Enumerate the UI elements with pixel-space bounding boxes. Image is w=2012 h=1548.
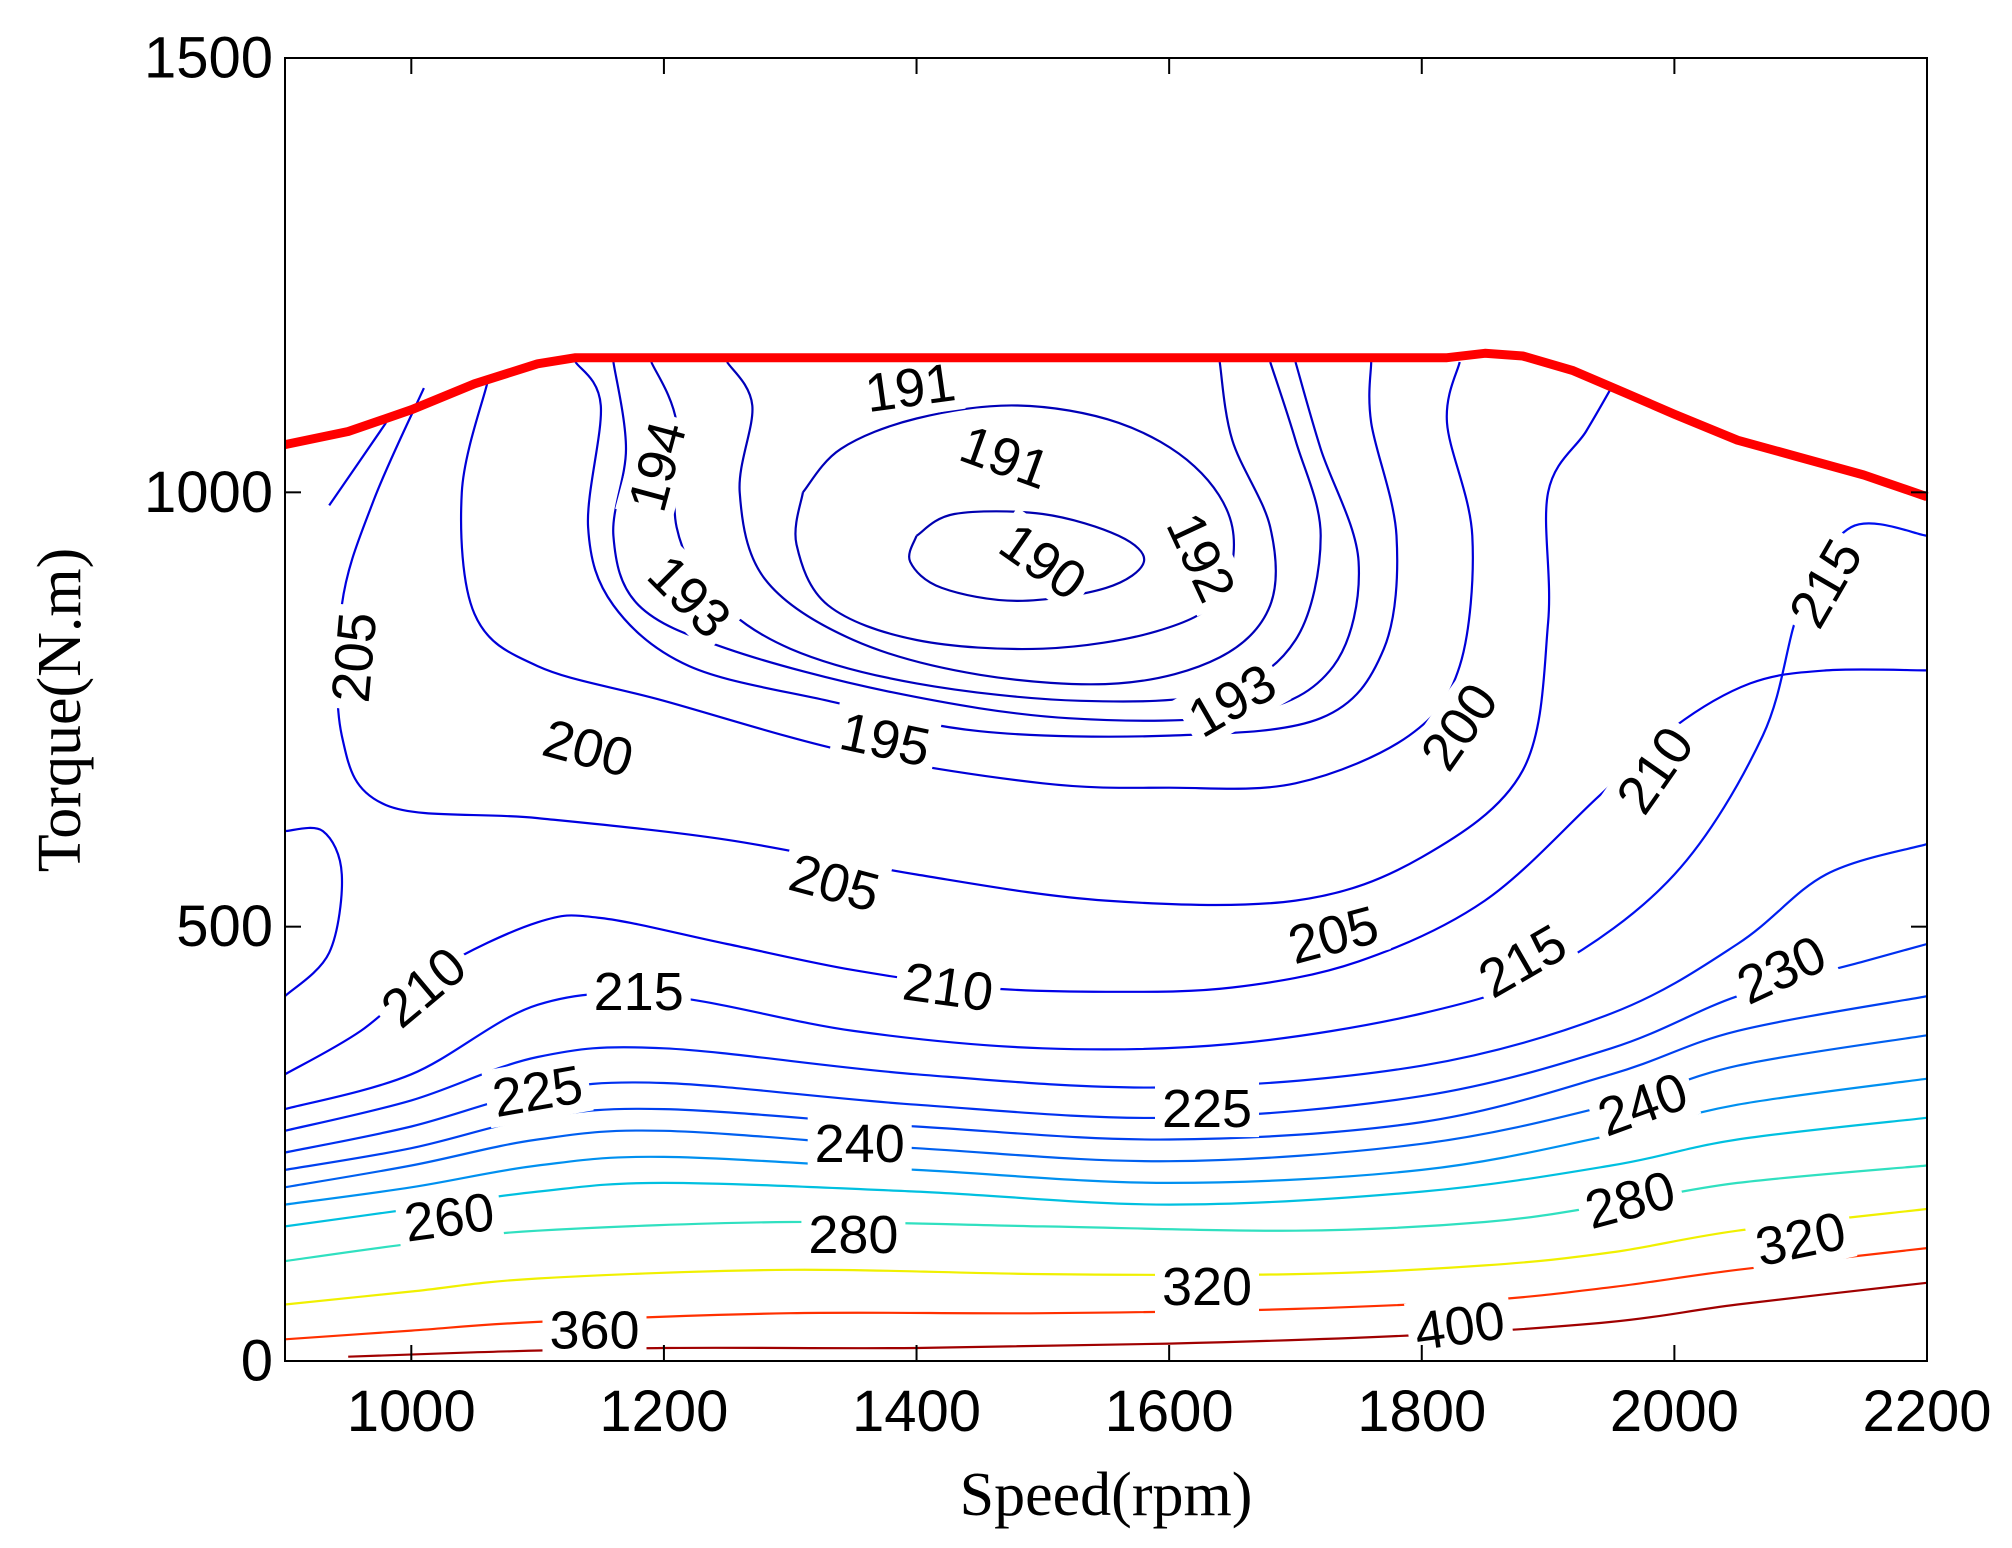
contour-label-bg [320, 602, 387, 712]
contour-label: 205 [321, 610, 389, 705]
contour-label-bg [1721, 920, 1841, 1018]
contour-line-260 [285, 1116, 1927, 1228]
contour-label: 210 [899, 952, 997, 1024]
plot-background [285, 58, 1927, 1361]
y-tick-label: 0 [241, 1329, 273, 1394]
x-axis-ticks: 1000 1200 1400 1600 1800 2000 2200 [347, 58, 1992, 1444]
contour-label-bg [892, 950, 1004, 1023]
x-tick-label: 2000 [1610, 1379, 1739, 1444]
contour-label-group: 210 [892, 950, 1004, 1024]
contour-label-group: 280 [1572, 1157, 1688, 1241]
y-tick-label: 1500 [144, 26, 273, 91]
contour-label-bg [854, 351, 966, 424]
y-tick-label: 1000 [144, 460, 273, 525]
contour-label-bg [807, 1113, 912, 1172]
y-axis-label: Torque(N.m) [26, 548, 94, 873]
contour-label-group: 400 [1404, 1289, 1516, 1362]
contour-label-bg [1462, 909, 1582, 1012]
contour-label-bg [1583, 1058, 1702, 1149]
contour-label: 240 [815, 1114, 905, 1174]
y-tick-label: 500 [176, 894, 273, 959]
contour-line-200 [460, 361, 1474, 790]
contour-label-group: 225 [481, 1053, 594, 1129]
x-tick-label: 1800 [1357, 1379, 1486, 1444]
contour-label-bg [946, 411, 1065, 502]
contour-line-360 [285, 1247, 1927, 1341]
contour-label-bg [632, 538, 748, 654]
contour-label-bg [1743, 1199, 1858, 1278]
contour-label-bg [1405, 667, 1513, 786]
contour-label-bg [586, 961, 691, 1020]
plot-frame [284, 57, 1928, 1362]
contour-label: 320 [1162, 1257, 1252, 1317]
contour-line-320 [285, 1207, 1927, 1306]
contour-label-group: 260 [393, 1180, 505, 1254]
contour-label-bg [1404, 1289, 1516, 1362]
contour-label-bg [1275, 892, 1391, 976]
max-torque-curve [284, 348, 1929, 501]
x-tick-label: 2200 [1862, 1379, 1991, 1444]
contour-label-bg [481, 1053, 594, 1129]
contour-label-group: 205 [320, 602, 389, 712]
contour-label-bg [1600, 710, 1709, 829]
contour-label-bg [801, 1205, 906, 1263]
contour-label-group: 191 [854, 351, 966, 424]
contour-label-group: 200 [530, 706, 647, 790]
x-axis-label: Speed(rpm) [960, 1461, 1253, 1529]
contour-label: 191 [861, 352, 959, 424]
contour-label-group: 360 [542, 1300, 647, 1361]
contour-label-bg [393, 1180, 505, 1253]
contour-label: 360 [549, 1301, 639, 1361]
contour-line-195 [574, 361, 1399, 738]
contour-line-205 [285, 826, 344, 998]
contour-label: 225 [1162, 1079, 1252, 1139]
contour-label-bg [828, 699, 943, 779]
contour-label-bg [1153, 497, 1250, 617]
contour-label-bg [542, 1300, 647, 1359]
contour-label-group: 240 [807, 1113, 912, 1174]
contour-line-205 [328, 422, 387, 507]
contour-label-group: 215 [586, 961, 691, 1022]
contour-label-bg [1155, 1257, 1259, 1316]
x-tick-label: 1200 [599, 1379, 728, 1444]
contour-label-bg [615, 408, 699, 524]
contour-line-194 [612, 361, 1361, 722]
contour-label-bg [984, 507, 1103, 615]
contour-label-bg [1155, 1079, 1259, 1138]
max-torque-line [284, 348, 1929, 501]
contour-label-bg [1774, 523, 1877, 643]
contour-label-bg [776, 840, 893, 924]
contour-label-bg [1172, 648, 1292, 752]
contour-line-190 [908, 510, 1146, 603]
contour-line-192 [726, 361, 1277, 686]
contour-label-group: 320 [1155, 1257, 1259, 1317]
contour-label-group: 210 [1600, 710, 1709, 829]
contour-label-group: 280 [801, 1205, 906, 1265]
contour-label: 280 [808, 1205, 898, 1265]
contour-label-bg [1572, 1157, 1688, 1241]
x-tick-label: 1400 [852, 1379, 981, 1444]
contour-label: 400 [1411, 1290, 1509, 1362]
x-tick-label: 1000 [347, 1379, 476, 1444]
contour-label-bg [530, 706, 647, 790]
x-tick-label: 1600 [1105, 1379, 1234, 1444]
contour-label: 260 [400, 1182, 498, 1254]
contour-label-group: 225 [1155, 1079, 1259, 1139]
contour-line-215 [285, 522, 1927, 1111]
contour-line-193 [650, 361, 1322, 703]
contour-label: 215 [594, 962, 684, 1022]
contour-label-bg [364, 931, 482, 1043]
y-axis-ticks: 0 500 1000 1500 [144, 26, 1927, 1394]
